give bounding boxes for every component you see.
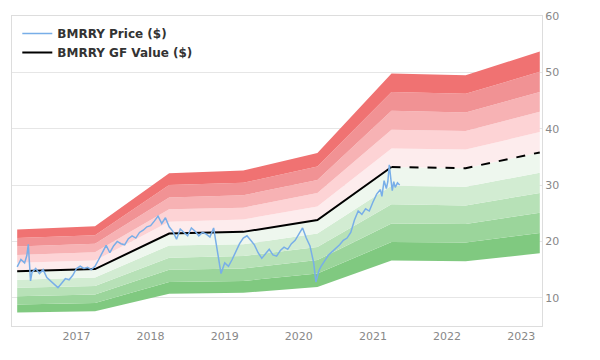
svg-text:50: 50 <box>545 66 559 79</box>
svg-text:60: 60 <box>545 10 559 23</box>
svg-text:BMRRY Price ($): BMRRY Price ($) <box>57 27 166 41</box>
svg-text:2023: 2023 <box>507 330 535 343</box>
svg-text:30: 30 <box>545 179 559 192</box>
svg-text:BMRRY GF Value ($): BMRRY GF Value ($) <box>57 46 192 60</box>
svg-text:20: 20 <box>545 235 559 248</box>
svg-text:2022: 2022 <box>433 330 461 343</box>
svg-text:10: 10 <box>545 292 559 305</box>
svg-text:2019: 2019 <box>211 330 239 343</box>
svg-text:2018: 2018 <box>137 330 165 343</box>
svg-text:2021: 2021 <box>359 330 387 343</box>
svg-text:2017: 2017 <box>62 330 90 343</box>
svg-text:40: 40 <box>545 123 559 136</box>
svg-text:2020: 2020 <box>285 330 313 343</box>
